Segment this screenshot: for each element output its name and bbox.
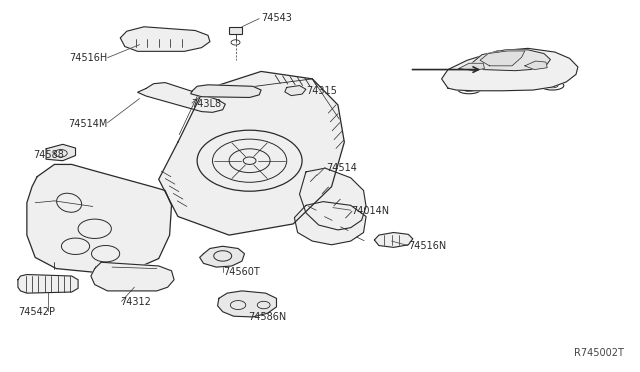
Bar [229, 27, 242, 34]
Text: 743L8: 743L8 [191, 99, 221, 109]
Text: 74516N: 74516N [408, 241, 447, 251]
Text: 74542P: 74542P [18, 307, 55, 317]
Polygon shape [472, 50, 550, 71]
Text: 74543: 74543 [261, 13, 292, 23]
Polygon shape [120, 27, 210, 51]
Text: 74588: 74588 [33, 151, 64, 160]
Polygon shape [46, 144, 76, 161]
Polygon shape [442, 48, 578, 91]
Text: 74560T: 74560T [223, 267, 259, 277]
Polygon shape [294, 202, 366, 245]
Polygon shape [18, 275, 78, 293]
Polygon shape [459, 63, 484, 71]
Text: 74014N: 74014N [351, 206, 389, 216]
Polygon shape [191, 85, 261, 97]
Polygon shape [480, 51, 525, 66]
Polygon shape [525, 61, 547, 70]
Polygon shape [218, 291, 276, 317]
Polygon shape [159, 71, 344, 235]
Polygon shape [138, 83, 225, 112]
Polygon shape [285, 86, 306, 96]
Polygon shape [200, 246, 244, 267]
Text: 74312: 74312 [120, 297, 151, 307]
Polygon shape [91, 262, 174, 291]
Text: 74516H: 74516H [69, 53, 108, 62]
Text: 74586N: 74586N [248, 312, 287, 322]
Polygon shape [27, 164, 172, 272]
Text: 74514M: 74514M [68, 119, 108, 128]
Text: 74315: 74315 [306, 86, 337, 96]
Text: R745002T: R745002T [574, 348, 624, 358]
Text: 74514: 74514 [326, 163, 357, 173]
Polygon shape [374, 232, 413, 247]
Polygon shape [300, 168, 366, 230]
